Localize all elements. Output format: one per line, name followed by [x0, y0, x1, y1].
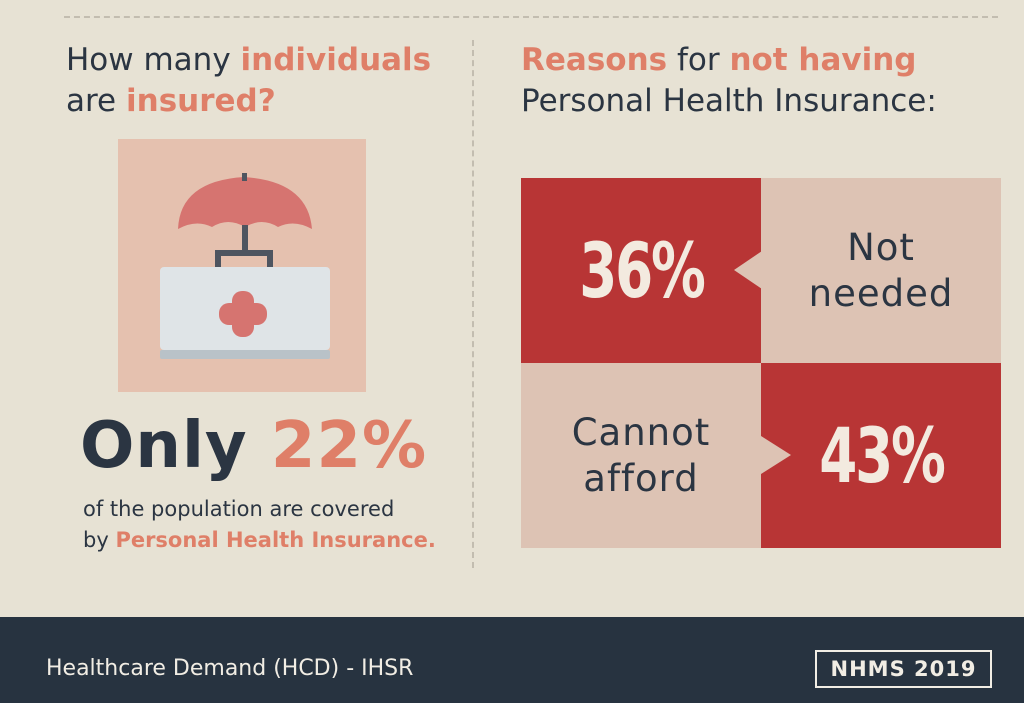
pointer-right-icon — [761, 436, 791, 474]
left-heading-highlight: individuals — [240, 42, 432, 78]
vertical-divider — [472, 40, 474, 568]
coverage-description: of the population are covered by Persona… — [83, 494, 436, 556]
reason-label: Cannot afford — [572, 410, 711, 502]
umbrella-medical-kit-icon — [160, 173, 330, 359]
left-heading-highlight: insured? — [126, 83, 276, 119]
reason-percent-cell: 43% — [761, 363, 1001, 548]
reason-label: Not needed — [809, 225, 954, 317]
footer-bar: Healthcare Demand (HCD) - IHSR NHMS 2019 — [0, 617, 1024, 703]
reason-label-cell: Cannot afford — [521, 363, 761, 548]
reason-label-line: Not — [847, 225, 915, 269]
reason-label-line: needed — [808, 271, 954, 315]
pointer-left-icon — [734, 251, 762, 289]
right-heading-highlight: not having — [729, 42, 917, 78]
right-heading-text: for — [667, 42, 730, 78]
top-divider — [64, 16, 998, 18]
left-heading-text: How many — [66, 42, 241, 78]
only-label: Only — [80, 409, 248, 483]
coverage-line-2: by — [83, 528, 116, 552]
coverage-line-1: of the population are covered — [83, 497, 395, 521]
right-heading: Reasons for not having Personal Health I… — [521, 40, 937, 122]
reason-label-cell: Not needed — [761, 178, 1001, 363]
survey-badge: NHMS 2019 — [815, 650, 992, 688]
left-heading-text: are — [66, 83, 126, 119]
reason-percent: 36% — [578, 226, 706, 315]
right-heading-line-2: Personal Health Insurance: — [521, 83, 937, 119]
reason-label-line: Cannot — [571, 410, 711, 454]
left-heading: How many individuals are insured? — [66, 40, 431, 122]
right-heading-highlight: Reasons — [521, 42, 668, 78]
insured-percent-value: 22% — [270, 409, 428, 483]
reason-percent: 43% — [818, 411, 946, 500]
footer-source: Healthcare Demand (HCD) - IHSR — [46, 656, 414, 681]
insured-percentage: Only 22% — [80, 404, 427, 488]
reason-label-line: afford — [583, 456, 699, 500]
insurance-illustration — [118, 139, 366, 392]
coverage-highlight: Personal Health Insurance. — [115, 528, 436, 552]
reasons-grid: 36% Not needed Cannot afford 43% — [521, 178, 1001, 548]
reason-percent-cell: 36% — [521, 178, 761, 363]
